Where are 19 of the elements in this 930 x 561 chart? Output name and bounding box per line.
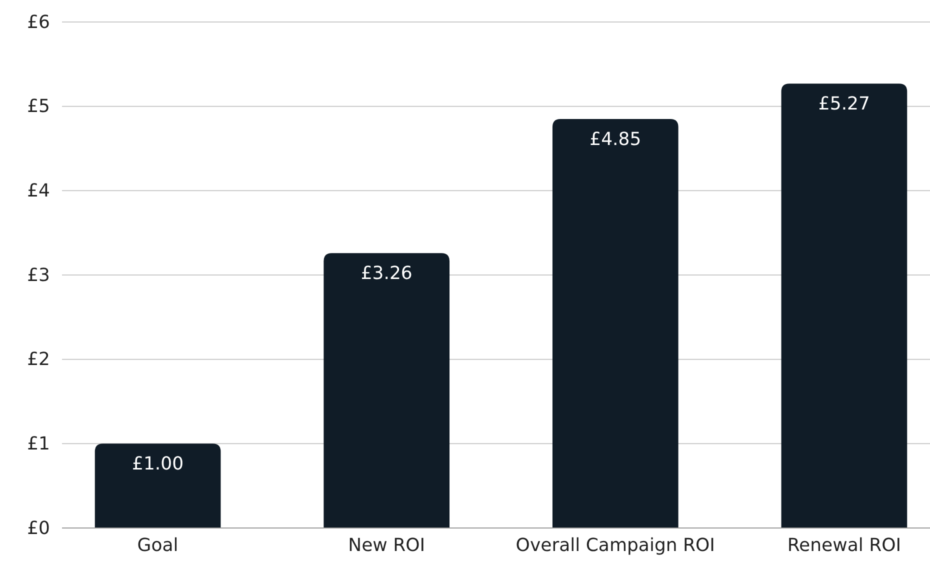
data-label: £5.27 <box>818 94 870 115</box>
y-tick-label: £4 <box>27 180 50 202</box>
data-label: £4.85 <box>590 128 642 150</box>
y-tick-label: £0 <box>27 518 50 539</box>
x-tick-label: Overall Campaign ROI <box>516 534 715 556</box>
bar <box>552 118 678 528</box>
bar <box>781 84 908 528</box>
data-label: £1.00 <box>132 454 184 475</box>
y-tick-label: £5 <box>27 96 50 118</box>
y-tick-label: £1 <box>27 433 50 454</box>
bar <box>94 444 221 528</box>
bar <box>324 253 450 528</box>
x-tick-label: Renewal ROI <box>787 534 902 556</box>
x-tick-label: Goal <box>137 534 178 556</box>
x-tick-label: New ROI <box>348 534 426 556</box>
y-tick-label: £6 <box>27 12 50 33</box>
y-tick-label: £2 <box>27 349 50 370</box>
y-tick-label: £3 <box>27 264 50 286</box>
data-label: £3.26 <box>360 263 412 284</box>
